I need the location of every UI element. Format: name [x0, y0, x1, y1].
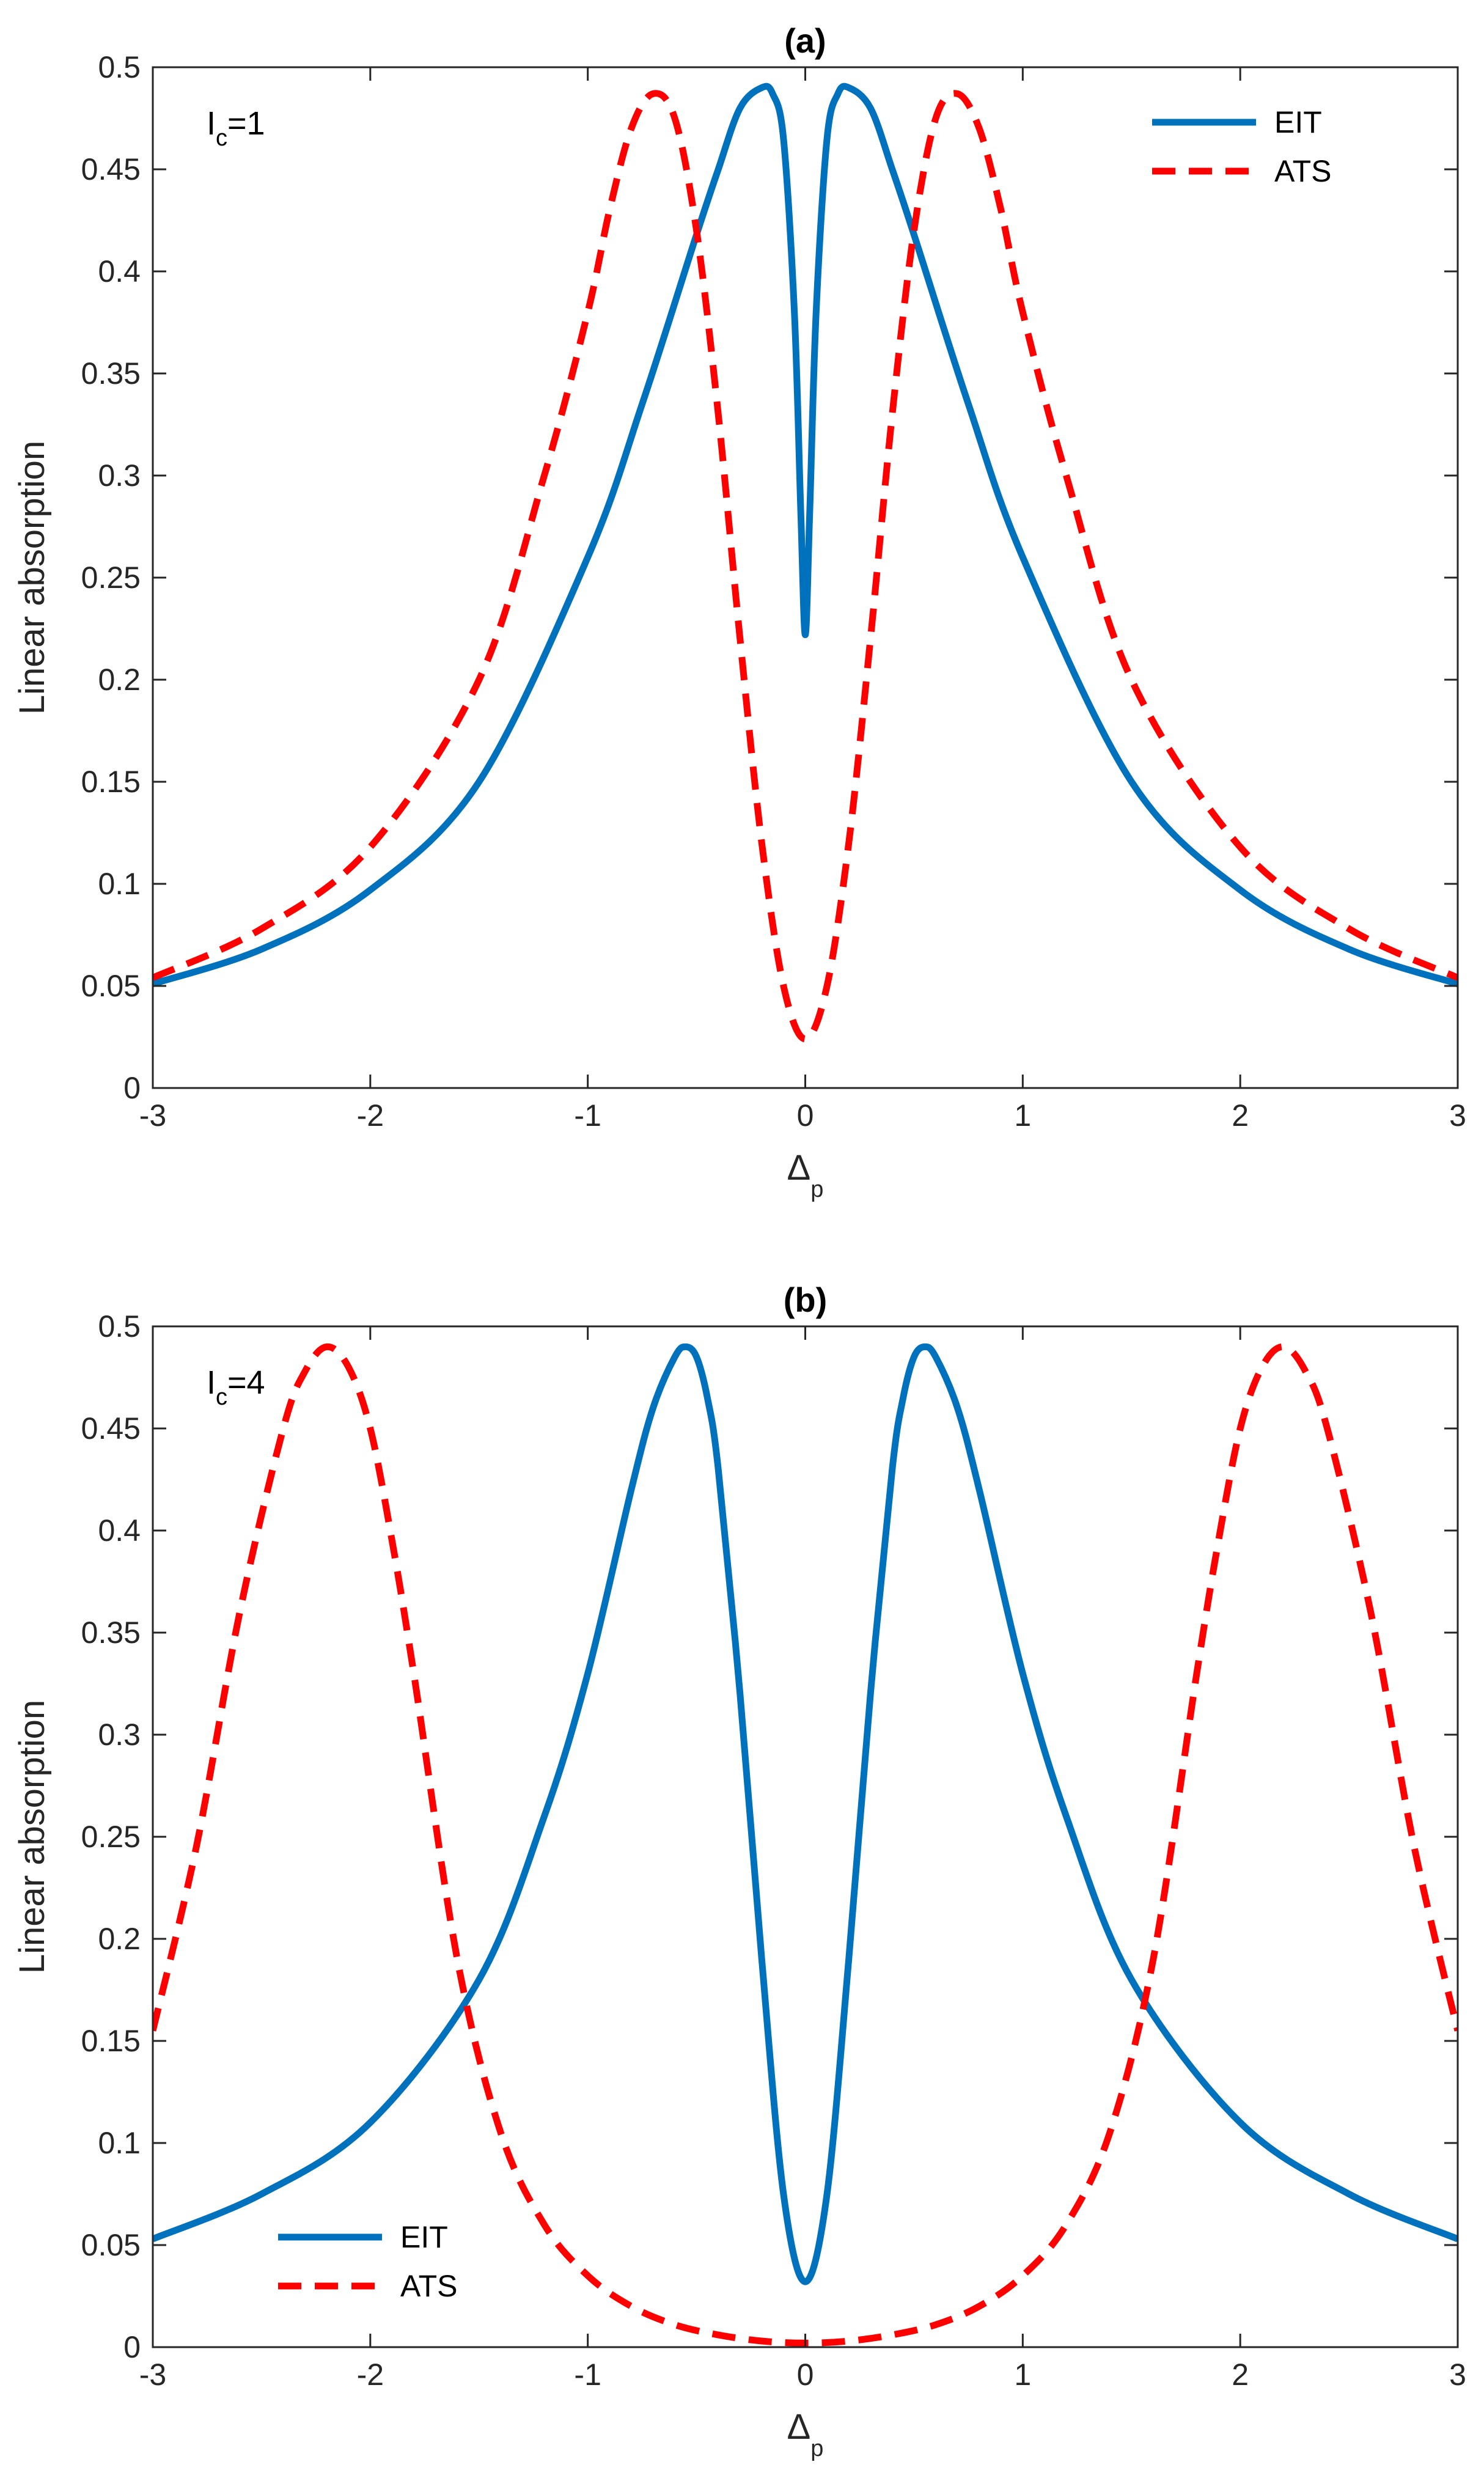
y-tick-label: 0.45 — [81, 152, 141, 186]
x-tick-label: 1 — [1014, 2358, 1031, 2392]
y-tick-label: 0.25 — [81, 561, 141, 595]
series-line-eit — [153, 83, 1458, 987]
y-tick-label: 0.1 — [98, 867, 141, 901]
panel-title: (b) — [784, 1281, 828, 1319]
y-tick-label: 0 — [123, 1071, 141, 1105]
y-tick-label: 0 — [123, 2330, 141, 2364]
legend-label-ats: ATS — [1274, 154, 1332, 188]
y-tick-label: 0.45 — [81, 1411, 141, 1446]
legend-label-eit: EIT — [1274, 105, 1322, 139]
y-tick-label: 0.35 — [81, 356, 141, 391]
series-line-ats — [153, 90, 1458, 1043]
y-tick-label: 0.05 — [81, 969, 141, 1003]
legend-label-eit: EIT — [400, 2220, 448, 2254]
chart-panel-b: -3 -2 -1 0 1 2 3 0 0.05 0.1 0.15 0.2 0.25 0.3 0.35 0.4 0… — [12, 1281, 1466, 2461]
x-axis-label: Δp — [787, 2407, 824, 2461]
x-axis-label: Δp — [787, 1148, 824, 1202]
x-tick-label: 1 — [1014, 1098, 1031, 1133]
y-tick-label: 0.2 — [98, 663, 141, 697]
x-tick-label: -3 — [139, 1098, 166, 1133]
x-tick-label: 3 — [1449, 1098, 1466, 1133]
x-tick-label: -3 — [139, 2358, 166, 2392]
y-tick-label: 0.5 — [98, 1309, 141, 1343]
panel-title: (a) — [784, 21, 826, 60]
plot-area — [153, 1326, 1458, 2347]
y-tick-label: 0.5 — [98, 50, 141, 84]
x-tick-label: 3 — [1449, 2358, 1466, 2392]
y-tick-label: 0.15 — [81, 2024, 141, 2058]
x-tick-label: -1 — [574, 2358, 601, 2392]
y-axis-label: Linear absorption — [12, 441, 52, 715]
x-tick-label: 2 — [1232, 1098, 1249, 1133]
x-tick-label: -2 — [357, 1098, 384, 1133]
y-tick-label: 0.1 — [98, 2126, 141, 2160]
series-group — [153, 83, 1458, 1043]
x-tick-label: 0 — [797, 2358, 814, 2392]
x-tick-label: -2 — [357, 2358, 384, 2392]
x-tick-label: 2 — [1232, 2358, 1249, 2392]
y-tick-label: 0.3 — [98, 458, 141, 493]
y-tick-label: 0.2 — [98, 1922, 141, 1956]
coupling-intensity-label: Ic=4 — [207, 1364, 265, 1410]
x-tick-label: 0 — [797, 1098, 814, 1133]
y-tick-label: 0.25 — [81, 1820, 141, 1854]
chart-panel-a: -3 -2 -1 0 1 2 3 0 0.05 0.1 0.15 0.2 0.25 0.3 0.35 0.4 0… — [12, 21, 1466, 1202]
y-tick-label: 0.3 — [98, 1718, 141, 1752]
coupling-intensity-label: Ic=1 — [207, 105, 265, 151]
y-tick-label: 0.15 — [81, 765, 141, 799]
x-tick-label: -1 — [574, 1098, 601, 1133]
legend: EIT ATS — [278, 2220, 458, 2303]
y-axis-label: Linear absorption — [12, 1700, 52, 1974]
y-tick-label: 0.4 — [98, 1513, 141, 1548]
legend-label-ats: ATS — [400, 2269, 458, 2303]
y-tick-label: 0.35 — [81, 1615, 141, 1650]
y-tick-label: 0.4 — [98, 254, 141, 289]
series-line-eit — [153, 1343, 1458, 2285]
y-tick-label: 0.05 — [81, 2228, 141, 2262]
legend: EIT ATS — [1152, 105, 1332, 188]
